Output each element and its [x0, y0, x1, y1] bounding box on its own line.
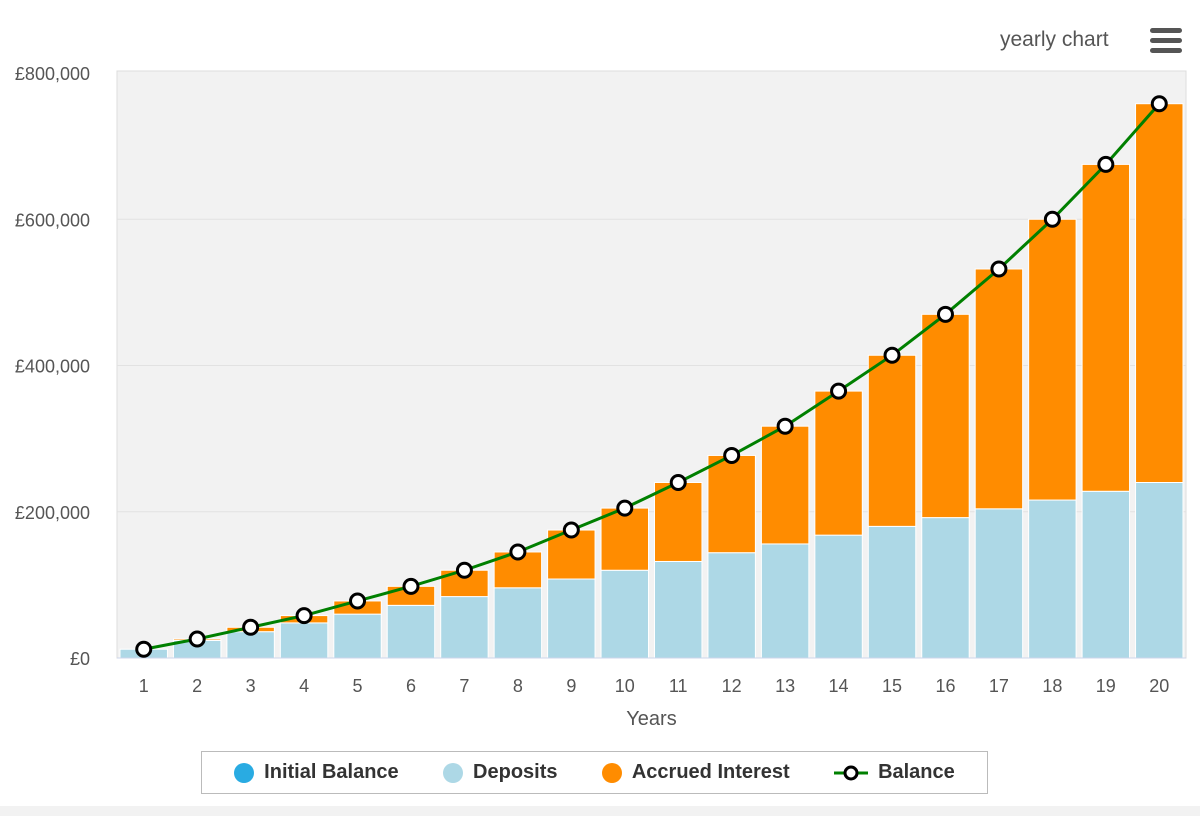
legend-item-balance[interactable]: Balance	[834, 761, 955, 784]
accrued-interest-swatch	[601, 762, 622, 783]
balance-point	[455, 561, 473, 579]
y-tick-label: £400,000	[15, 357, 90, 377]
x-tick-label: 7	[459, 676, 469, 696]
x-tick-label: 8	[513, 676, 523, 696]
bar-deposits	[707, 552, 756, 659]
bar-deposits	[974, 508, 1024, 659]
bar-accrued-interest	[600, 507, 649, 571]
bar-deposits	[1028, 499, 1077, 659]
x-tick-label: 11	[669, 676, 688, 696]
legend-item-initial-balance[interactable]: Initial Balance	[234, 761, 399, 784]
balance-point	[776, 417, 794, 435]
balance-point	[830, 382, 848, 400]
balance-point	[669, 474, 687, 491]
bar-accrued-interest	[707, 454, 756, 554]
balance-point	[509, 543, 527, 561]
footer-strip	[0, 806, 1200, 816]
bar-deposits	[386, 604, 436, 659]
balance-point	[936, 305, 954, 323]
x-tick-label: 5	[353, 676, 363, 696]
x-tick-label: 4	[299, 676, 309, 696]
x-tick-label: 18	[1042, 676, 1062, 696]
bar-accrued-interest	[1081, 163, 1131, 492]
bar-deposits	[440, 596, 489, 659]
bar-accrued-interest	[921, 313, 970, 519]
bar-deposits	[814, 534, 863, 659]
bar-deposits	[921, 517, 970, 659]
y-tick-label: £600,000	[15, 210, 90, 230]
balance-point	[295, 607, 313, 625]
x-tick-label: 12	[722, 676, 742, 696]
bar-deposits	[493, 587, 543, 659]
bar-accrued-interest	[1028, 218, 1077, 501]
legend-label: Accrued Interest	[631, 761, 790, 783]
balance-line-swatch	[834, 765, 869, 780]
bar-deposits	[226, 631, 275, 659]
bar-deposits	[654, 560, 703, 659]
x-tick-label: 14	[829, 676, 849, 696]
deposits-swatch	[443, 762, 464, 783]
legend: Initial Balance Deposits Accrued Interes…	[201, 751, 988, 794]
balance-line	[143, 102, 1161, 651]
bar-accrued-interest	[814, 390, 863, 536]
balance-point	[883, 346, 901, 364]
bar-deposits	[600, 569, 649, 659]
bar-deposits	[760, 543, 810, 659]
hamburger-menu-icon[interactable]	[1150, 28, 1182, 54]
balance-point	[188, 630, 206, 648]
chart-title: yearly chart	[1000, 28, 1109, 51]
x-tick-label: 17	[989, 676, 1009, 696]
bar-accrued-interest	[1135, 103, 1184, 484]
x-tick-label: 10	[615, 676, 635, 696]
y-tick-label: £200,000	[15, 503, 90, 523]
legend-label: Initial Balance	[264, 761, 399, 783]
balance-point	[242, 618, 260, 636]
plot-area	[116, 70, 1187, 659]
initial-balance-swatch	[234, 762, 255, 783]
x-tick-label: 1	[139, 676, 149, 696]
balance-point	[562, 521, 580, 539]
x-tick-label: 6	[406, 676, 416, 696]
y-tick-label: £0	[70, 649, 90, 669]
bar-deposits	[333, 613, 382, 659]
x-tick-label: 15	[882, 676, 902, 696]
bar-accrued-interest	[867, 354, 917, 527]
x-tick-label: 20	[1149, 676, 1169, 696]
legend-item-deposits[interactable]: Deposits	[443, 761, 558, 784]
x-tick-label: 13	[775, 676, 795, 696]
bar-accrued-interest	[760, 425, 810, 545]
x-tick-label: 16	[935, 676, 955, 696]
balance-point	[1150, 95, 1168, 113]
balance-point	[616, 499, 634, 517]
balance-point	[723, 446, 741, 464]
x-tick-label: 3	[246, 676, 256, 696]
x-tick-label: 9	[566, 676, 576, 696]
balance-point	[1097, 155, 1115, 173]
balance-point	[402, 577, 420, 595]
x-tick-label: 2	[192, 676, 202, 696]
bar-deposits	[867, 525, 917, 659]
balance-point	[349, 592, 367, 610]
x-axis-title: Years	[626, 708, 676, 730]
legend-item-accrued-interest[interactable]: Accrued Interest	[601, 761, 790, 784]
bar-accrued-interest	[654, 482, 703, 562]
bar-accrued-interest	[974, 268, 1024, 510]
balance-point	[135, 640, 153, 658]
y-tick-label: £800,000	[15, 64, 90, 84]
bar-deposits	[279, 622, 329, 659]
balance-point	[1043, 210, 1061, 228]
bar-deposits	[547, 578, 596, 659]
bar-deposits	[1135, 482, 1184, 659]
x-tick-label: 19	[1096, 676, 1116, 696]
legend-label: Balance	[878, 761, 955, 783]
legend-label: Deposits	[473, 761, 558, 783]
balance-point	[990, 260, 1008, 278]
bar-deposits	[1081, 490, 1131, 659]
